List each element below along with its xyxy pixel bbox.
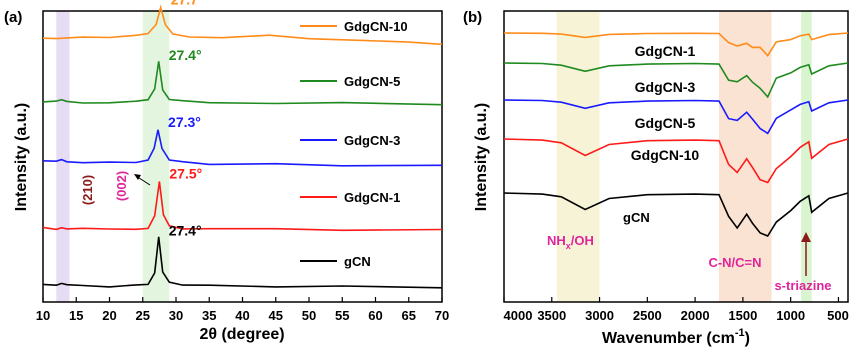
panel-b-series-lines (504, 33, 848, 236)
panel-a-frame (43, 11, 442, 302)
panel-b-y-axis-label: Intensity (a.u.) (473, 103, 490, 211)
panel-b-x-ticks: 4000 3500 3000 2500 2000 1500 1000 500 (504, 297, 849, 323)
legend-label-gdgcn-5: GdgCN-5 (344, 74, 400, 89)
panel-a-x-axis-label-unit: (degree) (221, 326, 284, 343)
series-label-gdgcn-3: GdgCN-3 (635, 79, 696, 95)
panel-b-x-axis-label: Wavenumber (cm-1) (602, 327, 750, 347)
panel-b-tick-label-3500: 3500 (537, 308, 566, 323)
panel-b-tick-label-1000: 1000 (776, 308, 805, 323)
panel-a-x-axis-label: 2θ (degree) (199, 326, 284, 343)
annotation-cn-cn: C-N/C=N (708, 255, 761, 270)
peak-label-gdgcn-1: 27.5° (169, 166, 202, 182)
panel-a-tick-label-50: 50 (302, 308, 316, 323)
series-label-gdgcn-5: GdgCN-5 (635, 115, 696, 131)
panel-a-tick-label-30: 30 (169, 308, 183, 323)
panel-a-label: (a) (4, 9, 22, 26)
panel-b-series-labels: GdgCN-10 GdgCN-5 GdgCN-3 GdgCN-1 (631, 43, 700, 163)
panel-b-x-axis-label-sup: -1 (735, 327, 745, 339)
panel-a-tick-label-35: 35 (202, 308, 216, 323)
xrd-line-gdgcn-1 (43, 182, 442, 231)
panel-b-tick-label-2500: 2500 (633, 308, 662, 323)
panel-a-highlight-bands (56, 11, 169, 302)
panel-a-legend: gCN GdgCN-1 GdgCN-3 GdgCN-5 GdgCN-10 (300, 19, 408, 269)
panel-b: 4000 3500 3000 2500 2000 1500 1000 500 GdgCN-10… (463, 9, 849, 347)
panel-b-x-axis-label-close: ) (745, 330, 750, 347)
legend-label-gcn: gCN (344, 254, 371, 269)
panel-a-tick-label-10: 10 (36, 308, 50, 323)
panel-a-band-0 (56, 11, 69, 302)
panel-b-band-0 (557, 11, 600, 302)
panel-b-x-axis-label-main: Wavenumber (cm (602, 330, 735, 347)
panel-a-tick-label-25: 25 (136, 308, 150, 323)
annotation-gcn: gCN (623, 210, 650, 225)
xrd-line-gcn (43, 237, 442, 288)
panel-a-tick-label-20: 20 (102, 308, 116, 323)
peak-label-gdgcn-10: 27.7° (171, 0, 204, 7)
panel-a-x-ticks: 10 15 20 25 30 35 40 45 50 55 60 65 70 (36, 297, 449, 323)
panel-b-label: (b) (463, 9, 482, 26)
panel-a-tick-label-60: 60 (368, 308, 382, 323)
series-label-gdgcn-1: GdgCN-1 (635, 43, 696, 59)
legend-label-gdgcn-10: GdgCN-10 (344, 19, 408, 34)
annotation-nhx-oh-main: NH (547, 233, 566, 248)
legend-label-gdgcn-1: GdgCN-1 (344, 190, 400, 205)
panel-a-tick-label-55: 55 (335, 308, 349, 323)
panel-b-tick-label-500: 500 (827, 308, 849, 323)
panel-a-tick-label-70: 70 (435, 308, 449, 323)
series-label-gdgcn-10: GdgCN-10 (631, 147, 700, 163)
panel-b-tick-label-4000: 4000 (504, 308, 533, 323)
annotation-nhx-oh-rest: /OH (571, 233, 594, 248)
peak-label-gdgcn-5: 27.4° (169, 47, 202, 63)
panel-b-tick-label-1500: 1500 (728, 308, 757, 323)
annotation-002: (002) (114, 171, 129, 201)
panel-a-tick-label-65: 65 (402, 308, 416, 323)
annotation-s-triazine: s-triazine (774, 278, 831, 293)
panel-a-tick-label-40: 40 (235, 308, 249, 323)
panel-a-tick-label-15: 15 (69, 308, 83, 323)
peak-label-gcn: 27.4° (169, 223, 202, 239)
annotation-210: (210) (80, 175, 95, 205)
panel-a-tick-label-45: 45 (269, 308, 283, 323)
peak-label-gdgcn-3: 27.3° (168, 114, 201, 130)
legend-label-gdgcn-3: GdgCN-3 (344, 133, 400, 148)
panel-b-tick-label-2000: 2000 (681, 308, 710, 323)
ftir-line-gcn (504, 193, 848, 236)
panel-b-tick-label-3000: 3000 (585, 308, 614, 323)
panel-a-x-axis-label-main: 2θ (199, 326, 217, 343)
panel-a-y-axis-label: Intensity (a.u.) (13, 103, 30, 211)
panel-a: 10 15 20 25 30 35 40 45 50 55 60 65 70 27.4° 27.5° 27.… (4, 0, 449, 343)
